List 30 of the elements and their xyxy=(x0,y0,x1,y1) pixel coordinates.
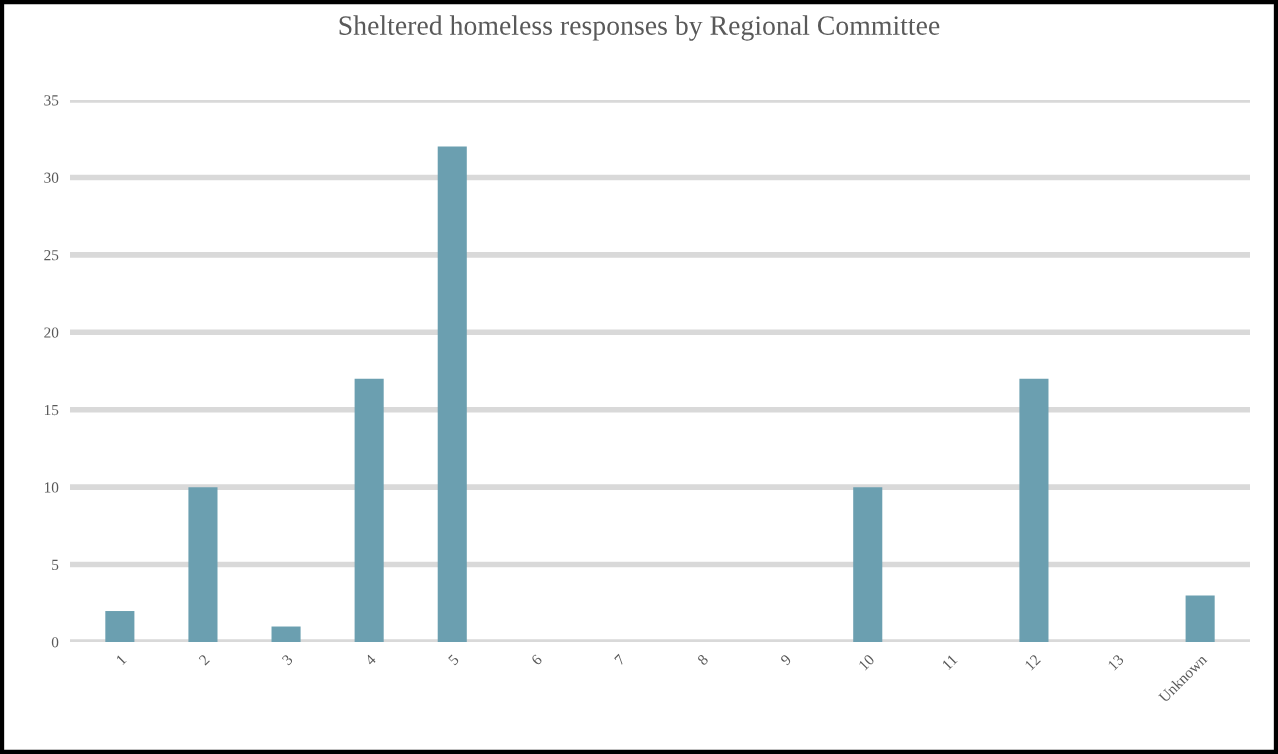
bar xyxy=(271,626,301,642)
y-tick-label: 35 xyxy=(44,95,59,106)
bar xyxy=(188,487,218,642)
x-tick-label: 11 xyxy=(941,654,958,671)
x-tick-label: 3 xyxy=(281,653,294,666)
x-tick-label: 12 xyxy=(1024,654,1041,671)
y-tick-label: 20 xyxy=(44,327,59,338)
x-tick-label: 2 xyxy=(198,654,210,666)
x-tick-label: 8 xyxy=(696,653,709,666)
x-tick-label: 13 xyxy=(1107,653,1125,671)
y-tick-label: 5 xyxy=(52,559,59,571)
x-tick-label: 4 xyxy=(364,653,377,666)
y-tick-label: 15 xyxy=(44,404,59,416)
bar xyxy=(1185,595,1215,642)
x-tick-label: 10 xyxy=(858,653,875,671)
chart-title: Sheltered homeless responses by Regional Committee xyxy=(339,15,940,41)
bar xyxy=(1019,378,1049,642)
x-tick-label: 7 xyxy=(614,653,626,666)
bar xyxy=(105,611,135,642)
bar xyxy=(853,487,883,642)
y-tick-label: 0 xyxy=(51,637,59,648)
x-tick-label: 6 xyxy=(530,653,543,666)
bar xyxy=(354,378,384,642)
y-tick-label: 10 xyxy=(44,482,59,493)
x-tick-label: 9 xyxy=(779,653,792,666)
bar xyxy=(437,146,467,642)
y-tick-label: 25 xyxy=(44,250,59,261)
x-tick-label: 5 xyxy=(447,653,460,666)
y-tick-label: 30 xyxy=(44,172,59,183)
x-tick-label: 1 xyxy=(115,654,127,666)
